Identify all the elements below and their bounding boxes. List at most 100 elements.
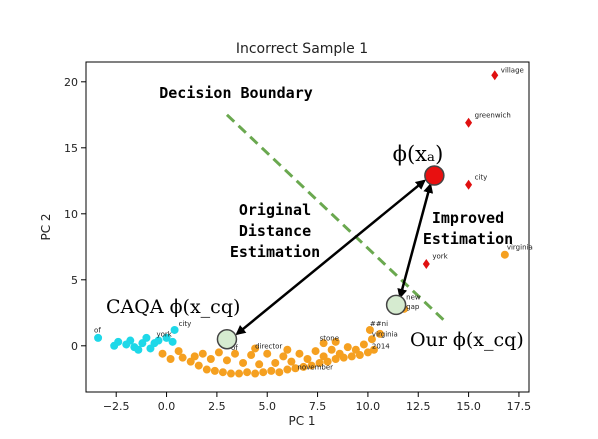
x-tick-label: −2.5 [103,400,130,413]
scatter-point [335,349,344,358]
y-tick-label: 0 [71,340,78,353]
scatter-point [363,348,372,357]
x-tick-label: 10.0 [356,400,381,413]
scatter-point [283,345,292,354]
scatter-point [500,250,509,259]
scatter-point [263,349,272,358]
point-label: city [179,320,192,328]
point-label: new [406,294,421,302]
improved-estimation-label-2: Estimation [423,230,513,248]
point-label: director [255,342,282,350]
scatter-point [367,335,376,344]
point-label: village [501,67,524,75]
data-points [94,70,509,378]
scatter-point [239,358,248,367]
highlight-our_xcq [385,294,407,316]
scatter-point [331,337,340,346]
arrow-layer [235,179,434,336]
scatter-point [251,344,260,353]
scatter-point [259,368,268,377]
point-label: virginia [507,243,533,251]
scatter-point [178,353,187,362]
scatter-point [235,369,244,378]
scatter-point [283,365,292,374]
scatter-point [170,325,179,334]
scatter-point [231,349,240,358]
scatter-point [291,364,300,373]
scatter-point [158,349,167,358]
scatter-point [351,345,360,354]
x-tick-label: 0.0 [158,400,176,413]
original-distance-label-1: Original [239,201,311,219]
y-tick-label: 5 [71,274,78,287]
scatter-point [287,357,296,366]
distance-arrow [235,179,426,336]
x-tick-label: 5.0 [258,400,276,413]
scatter-point [271,358,280,367]
y-tick-label: 10 [64,208,78,221]
scatter-point [174,347,183,356]
point-label: city [475,173,488,181]
y-tick-label: 20 [64,76,78,89]
scatter-point [214,348,223,357]
original-distance-label-3: Estimation [230,243,320,261]
point-label: ##ni [370,320,388,328]
scatter-point [315,358,324,367]
scatter-point [347,352,356,361]
phi-xa-label: ϕ(xₐ) [393,142,444,166]
point-label: york [432,253,448,261]
diamond-point [422,258,430,269]
x-tick-label: 17.5 [507,400,532,413]
diamond-point [491,70,499,81]
diamond-point [465,117,473,128]
x-axis-ticks: −2.5 0.0 2.5 5.0 7.5 10.0 12.5 15.0 17.5 [103,392,531,413]
x-tick-label: 12.5 [406,400,431,413]
scatter-point [110,341,119,350]
our-label: Our ϕ(x_cq) [410,329,524,351]
scatter-point [218,368,227,377]
scatter-point [327,345,336,354]
scatter-point [126,336,135,345]
decision-boundary-label: Decision Boundary [159,84,313,102]
scatter-point [206,355,215,363]
scatter-point [359,340,368,349]
scatter-point [303,355,312,363]
scatter-point [319,352,328,361]
y-axis-ticks: 0 5 10 15 20 [64,76,86,353]
scatter-point [267,366,276,375]
scatter-point [202,365,211,374]
highlight-markers [216,165,445,350]
plot-area [85,61,530,393]
chart-title: Incorrect Sample 1 [236,41,368,57]
point-label: of [94,327,101,335]
scatter-point [243,368,252,377]
point-label: stone [320,335,339,343]
x-tick-label: 15.0 [456,400,481,413]
scatter-point [343,343,352,352]
scatter-point [369,345,378,354]
scatter-point [307,361,316,370]
scatter-point [247,351,256,360]
point-label: york [156,331,172,339]
scatter-point [319,339,328,348]
y-tick-label: 15 [64,142,78,155]
scatter-point [299,362,308,371]
scatter-point [166,355,175,363]
x-tick-label: 2.5 [208,400,226,413]
y-axis-label: PC 2 [39,213,53,240]
original-distance-label-2: Distance [239,222,311,240]
point-label: of [231,344,238,352]
scatter-point [251,369,260,378]
point-label: 2014 [372,342,390,350]
scatter-point [150,339,159,348]
scatter-point [279,352,288,361]
scatter-point [94,333,103,342]
scatter-point [210,366,219,375]
scatter-point [198,349,207,358]
scatter-point [222,356,231,365]
scatter-point [275,368,284,377]
scatter-point [168,337,177,346]
caqa-label: CAQA ϕ(x_cq) [106,296,240,318]
improved-estimation-label-1: Improved [432,209,504,227]
